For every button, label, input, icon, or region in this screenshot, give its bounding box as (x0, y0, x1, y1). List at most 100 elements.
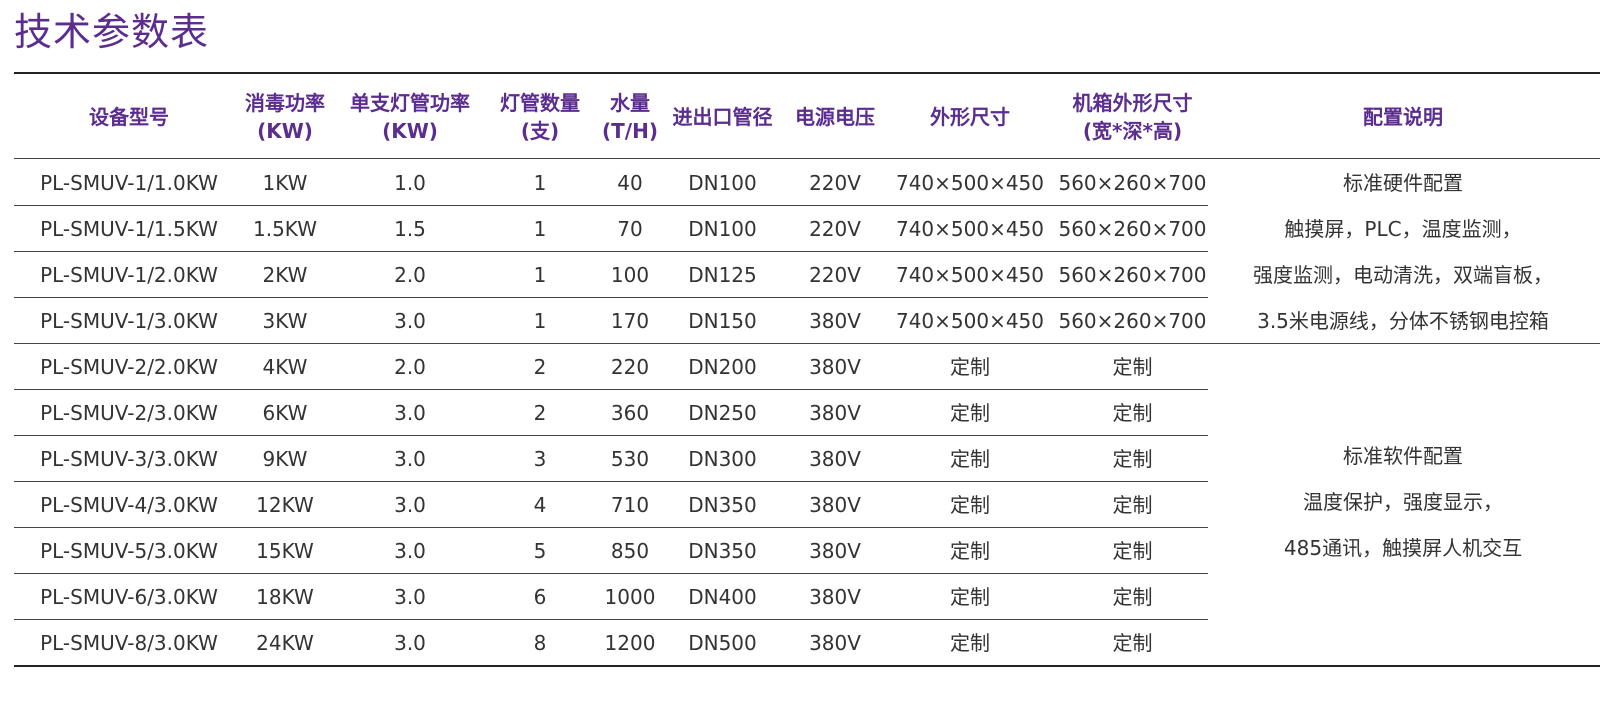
column-header: 单支灯管功率 (KW) (340, 86, 480, 148)
table-cell: 380V (809, 631, 861, 655)
table-cell: 100 (610, 263, 650, 287)
table-cell: 4KW (262, 355, 308, 379)
table-cell: PL-SMUV-4/3.0KW (40, 493, 218, 517)
table-cell: 定制 (950, 355, 990, 379)
table-cell: 740×500×450 (895, 263, 1045, 287)
table-cell: 560×260×700 (1058, 309, 1207, 333)
table-cell: 定制 (1112, 585, 1153, 609)
table-cell: 3.0 (394, 493, 426, 517)
table-cell: 850 (610, 539, 650, 563)
row-divider (14, 527, 1208, 528)
table-cell: PL-SMUV-5/3.0KW (40, 539, 218, 563)
table-cell: 380V (809, 493, 861, 517)
table-cell: DN300 (688, 447, 757, 471)
config-note-line: 强度监测，电动清洗，双端盲板， (1253, 263, 1553, 287)
table-cell: 560×260×700 (1058, 263, 1207, 287)
table-cell: 170 (610, 309, 650, 333)
table-cell: 220V (809, 171, 861, 195)
column-header-line1: 水量 (610, 91, 650, 115)
table-cell: 380V (809, 309, 861, 333)
header-divider (14, 158, 1600, 159)
table-cell: 220 (610, 355, 650, 379)
column-header-line1: 消毒功率 (245, 91, 325, 115)
column-header-line2: (T/H) (602, 119, 658, 143)
row-divider (14, 481, 1208, 482)
table-cell: 220V (809, 217, 861, 241)
table-cell: 3KW (262, 309, 308, 333)
table-cell: 380V (809, 539, 861, 563)
table-cell: 定制 (950, 585, 990, 609)
table-cell: 3.0 (394, 447, 426, 471)
table-cell: 1 (533, 263, 547, 287)
table-cell: 定制 (950, 631, 990, 655)
table-cell: 740×500×450 (895, 171, 1045, 195)
table-cell: 4 (533, 493, 547, 517)
table-cell: DN125 (688, 263, 757, 287)
table-cell: PL-SMUV-2/3.0KW (40, 401, 218, 425)
column-header-line1: 配置说明 (1363, 105, 1443, 129)
row-divider (14, 343, 1600, 344)
table-cell: 2.0 (394, 355, 426, 379)
table-cell: 1.5KW (253, 217, 317, 241)
table-cell: DN500 (688, 631, 757, 655)
table-cell: PL-SMUV-3/3.0KW (40, 447, 218, 471)
table-cell: DN150 (688, 309, 757, 333)
table-cell: 6KW (262, 401, 308, 425)
table-cell: 2 (533, 401, 547, 425)
table-cell: 740×500×450 (895, 309, 1045, 333)
table-cell: 380V (809, 447, 861, 471)
config-note-line: 3.5米电源线，分体不锈钢电控箱 (1257, 309, 1549, 333)
row-divider (14, 251, 1208, 252)
column-header-line2: (KW) (257, 119, 313, 143)
column-header-line2: (KW) (382, 119, 438, 143)
row-divider (14, 205, 1208, 206)
table-cell: 710 (610, 493, 650, 517)
column-header: 进出口管径 (660, 86, 785, 148)
config-note-line: 485通讯，触摸屏人机交互 (1283, 536, 1523, 560)
table-cell: 6 (533, 585, 547, 609)
table-cell: 5 (533, 539, 547, 563)
column-header: 电源电压 (785, 86, 885, 148)
table-cell: PL-SMUV-1/2.0KW (40, 263, 218, 287)
table-cell: 3 (533, 447, 547, 471)
table-cell: DN100 (688, 217, 757, 241)
table-cell: 360 (610, 401, 650, 425)
column-header: 消毒功率 (KW) (230, 86, 340, 148)
table-cell: 2KW (262, 263, 308, 287)
table-cell: 定制 (1112, 355, 1153, 379)
column-header-line1: 电源电压 (795, 105, 875, 129)
table-cell: 3.0 (394, 631, 426, 655)
column-header-line1: 单支灯管功率 (350, 91, 470, 115)
config-note-line: 标准软件配置 (1343, 444, 1463, 468)
table-cell: 3.0 (394, 309, 426, 333)
column-header: 机箱外形尺寸 (宽*深*高) (1055, 86, 1210, 148)
table-cell: PL-SMUV-1/1.0KW (40, 171, 218, 195)
table-cell: 1KW (262, 171, 308, 195)
table-cell: DN350 (688, 539, 757, 563)
config-note-line: 温度保护，强度显示， (1303, 490, 1503, 514)
column-header-line1: 灯管数量 (500, 91, 580, 115)
table-cell: 15KW (256, 539, 314, 563)
table-cell: DN350 (688, 493, 757, 517)
table-cell: DN200 (688, 355, 757, 379)
table-cell: 380V (809, 355, 861, 379)
column-header-line1: 外形尺寸 (930, 105, 1010, 129)
table-cell: DN250 (688, 401, 757, 425)
row-divider (14, 435, 1208, 436)
table-cell: 2.0 (394, 263, 426, 287)
table-bottom-rule (14, 665, 1600, 667)
table-cell: 定制 (1112, 447, 1153, 471)
table-cell: 3.0 (394, 539, 426, 563)
table-cell: 定制 (950, 493, 990, 517)
table-cell: PL-SMUV-1/1.5KW (40, 217, 218, 241)
column-header-line1: 进出口管径 (672, 105, 773, 129)
software-config-note: 标准软件配置温度保护，强度显示， 485通讯，触摸屏人机交互 (1210, 433, 1596, 571)
table-cell: PL-SMUV-2/2.0KW (40, 355, 218, 379)
table-cell: 18KW (256, 585, 314, 609)
table-cell: 70 (617, 217, 643, 241)
table-cell: 定制 (950, 447, 990, 471)
row-divider (14, 389, 1208, 390)
table-cell: 1000 (604, 585, 656, 609)
table-cell: 1.5 (394, 217, 426, 241)
table-cell: 24KW (256, 631, 314, 655)
